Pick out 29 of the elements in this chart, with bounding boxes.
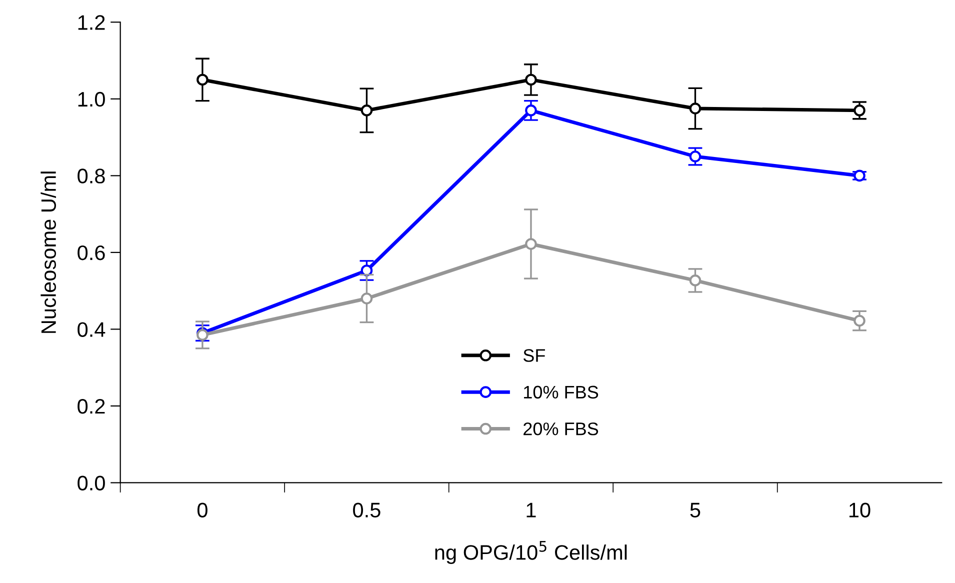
point bbox=[689, 150, 702, 162]
y-tick-label: 0.2 bbox=[78, 398, 105, 414]
point bbox=[196, 74, 208, 86]
legend-label: 20% FBS bbox=[524, 422, 598, 436]
x-tick-label: 1 bbox=[526, 502, 536, 518]
y-tick-label: 1.0 bbox=[78, 92, 105, 107]
x-axis-title: ng OPG/10$^{5}$ Cells/ml bbox=[435, 541, 627, 564]
point bbox=[854, 314, 866, 327]
x-tick-label: 10 bbox=[850, 502, 870, 518]
point bbox=[525, 104, 537, 116]
y-tick-label: 0.6 bbox=[78, 245, 105, 260]
point bbox=[360, 264, 373, 276]
point bbox=[360, 104, 373, 116]
y-axis-title: Nucleosome U/ml bbox=[40, 172, 56, 333]
y-tick-label: 0.8 bbox=[78, 168, 105, 184]
point bbox=[525, 238, 537, 250]
point bbox=[525, 74, 537, 86]
y-tick-label: 0.0 bbox=[78, 476, 105, 490]
point bbox=[689, 102, 702, 114]
point bbox=[854, 104, 866, 116]
point bbox=[360, 292, 373, 304]
x-tick-label: 0.5 bbox=[353, 502, 380, 518]
legend-label: SF bbox=[523, 349, 545, 362]
y-tick-label: 0.4 bbox=[78, 322, 106, 337]
point bbox=[689, 274, 702, 286]
legend-label: 10% FBS bbox=[524, 386, 598, 399]
y-tick-label: 1.2 bbox=[78, 15, 105, 30]
x-tick-label: 5 bbox=[690, 502, 700, 518]
x-tick-label: 0 bbox=[197, 502, 208, 518]
